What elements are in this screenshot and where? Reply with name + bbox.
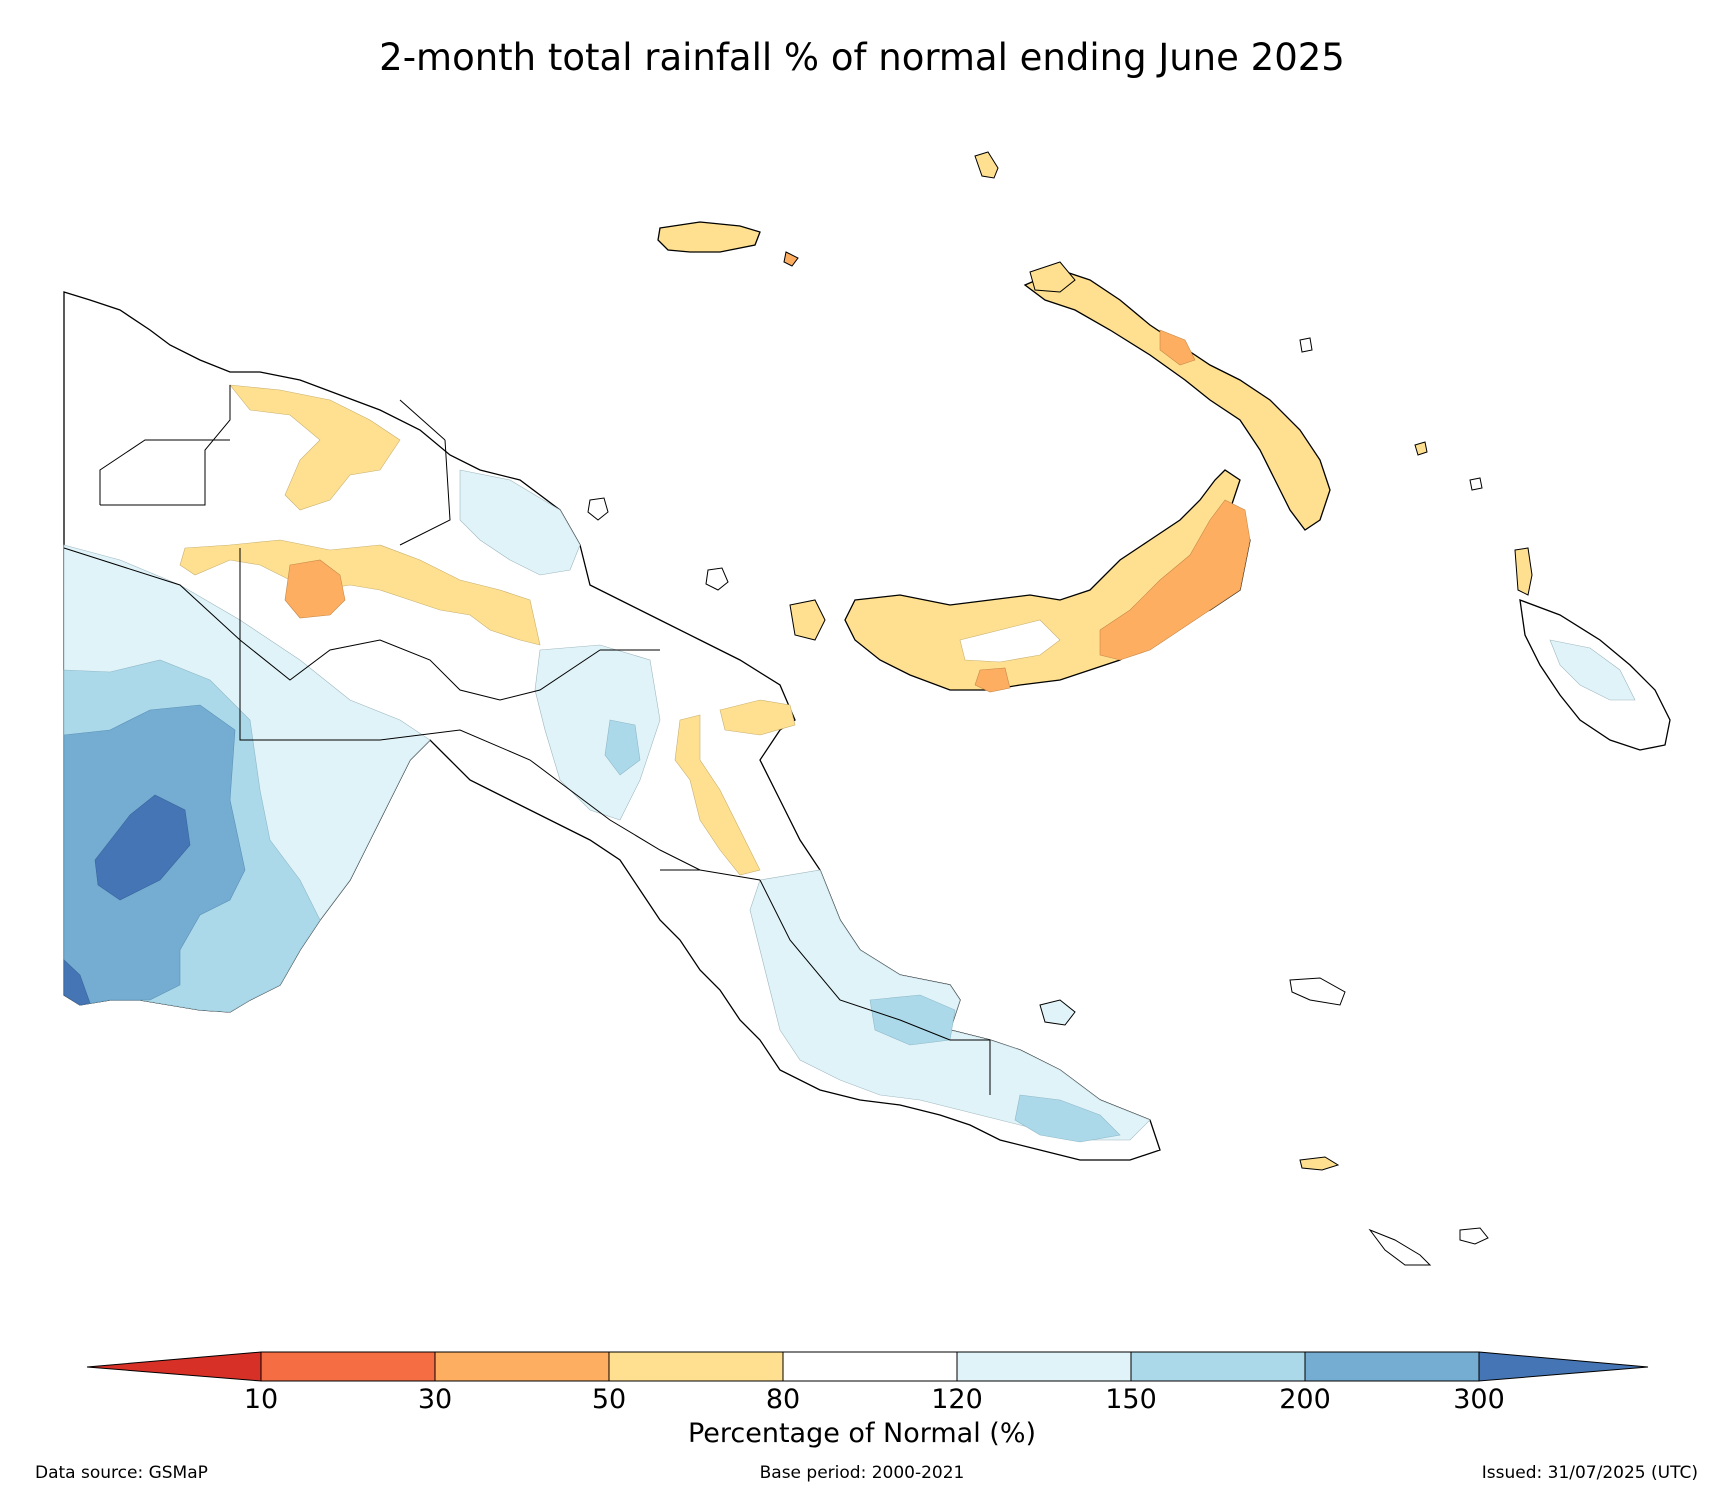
zone-50-80-east-coast xyxy=(674,714,761,876)
colorbar-tick-300: 300 xyxy=(1453,1384,1505,1415)
colorbar-tick-50: 50 xyxy=(591,1384,627,1415)
colorbar-extend-high xyxy=(1478,1351,1649,1382)
new-britain-80-120 xyxy=(959,619,1061,663)
mainland xyxy=(63,291,1161,1161)
colorbar-bin-120-150 xyxy=(956,1351,1132,1382)
colorbar-bin-50-80 xyxy=(608,1351,784,1382)
new-britain-30-50 xyxy=(1099,499,1251,661)
colorbar-tick-10: 10 xyxy=(243,1384,279,1415)
colorbar-tick-120: 120 xyxy=(931,1384,983,1415)
zone-150-200-milne xyxy=(1014,1094,1121,1143)
colorbar-bin-150-200 xyxy=(1130,1351,1306,1382)
woodlark-island xyxy=(1039,999,1076,1026)
manus-landmass xyxy=(657,221,761,253)
mussau-island xyxy=(974,151,999,179)
colorbar-tick-200: 200 xyxy=(1279,1384,1331,1415)
base-period: Base period: 2000-2021 xyxy=(759,1463,965,1483)
nissan-island xyxy=(1414,441,1428,456)
small-islands xyxy=(587,151,1489,1266)
colorbar xyxy=(86,1351,1649,1382)
bougainville-120-150 xyxy=(1549,639,1636,701)
colorbar-extend-low xyxy=(86,1351,262,1382)
bougainville xyxy=(1514,547,1671,751)
colorbar-label: Percentage of Normal (%) xyxy=(687,1418,1037,1449)
province-boundaries xyxy=(63,385,991,1095)
colorbar-bin-200-300 xyxy=(1304,1351,1480,1382)
colorbar-tick-150: 150 xyxy=(1105,1384,1157,1415)
umboi-island xyxy=(789,599,826,641)
colorbar-bin-80-120 xyxy=(782,1351,958,1382)
new-britain-30-50-tip xyxy=(974,667,1011,693)
colorbar-tick-80: 80 xyxy=(765,1384,801,1415)
map-title: 2-month total rainfall % of normal endin… xyxy=(379,36,1345,79)
issued-date: Issued: 31/07/2025 (UTC) xyxy=(1481,1463,1698,1483)
zone-120-150-north xyxy=(459,469,581,576)
zone-50-80-markham xyxy=(719,699,796,736)
buka-island xyxy=(1514,547,1533,596)
sudest-island xyxy=(1368,1228,1432,1266)
feni-island xyxy=(1469,477,1483,491)
manus-30-50 xyxy=(783,251,799,267)
new-ireland xyxy=(1023,261,1331,531)
rossel-island xyxy=(1459,1227,1489,1245)
misima-island xyxy=(1299,1156,1340,1171)
colorbar-bin-10-30 xyxy=(260,1351,436,1382)
new-ireland-30-50 xyxy=(1159,329,1196,366)
data-source: Data source: GSMaP xyxy=(35,1463,208,1483)
zone-50-80-highlands xyxy=(179,539,541,646)
zone-30-50-highlands xyxy=(284,559,346,619)
new-ireland-landmass xyxy=(1023,269,1331,531)
zone-120-150-central xyxy=(534,644,661,821)
zone-50-80-north xyxy=(229,384,401,511)
karkar-island xyxy=(587,497,609,521)
manus xyxy=(657,221,799,267)
lavongai-island xyxy=(1029,261,1076,293)
colorbar-bin-30-50 xyxy=(434,1351,610,1382)
zone-over-300-sw xyxy=(94,794,191,901)
zone-150-200-central xyxy=(604,719,641,776)
trobriand-island xyxy=(1289,977,1346,1006)
zone-120-150-papuan xyxy=(749,869,1151,1141)
colorbar-tick-30: 30 xyxy=(417,1384,453,1415)
new-britain xyxy=(789,469,1251,693)
zone-over-300-corner xyxy=(63,959,91,1006)
long-island xyxy=(705,567,729,591)
lihir-island xyxy=(1299,337,1313,353)
